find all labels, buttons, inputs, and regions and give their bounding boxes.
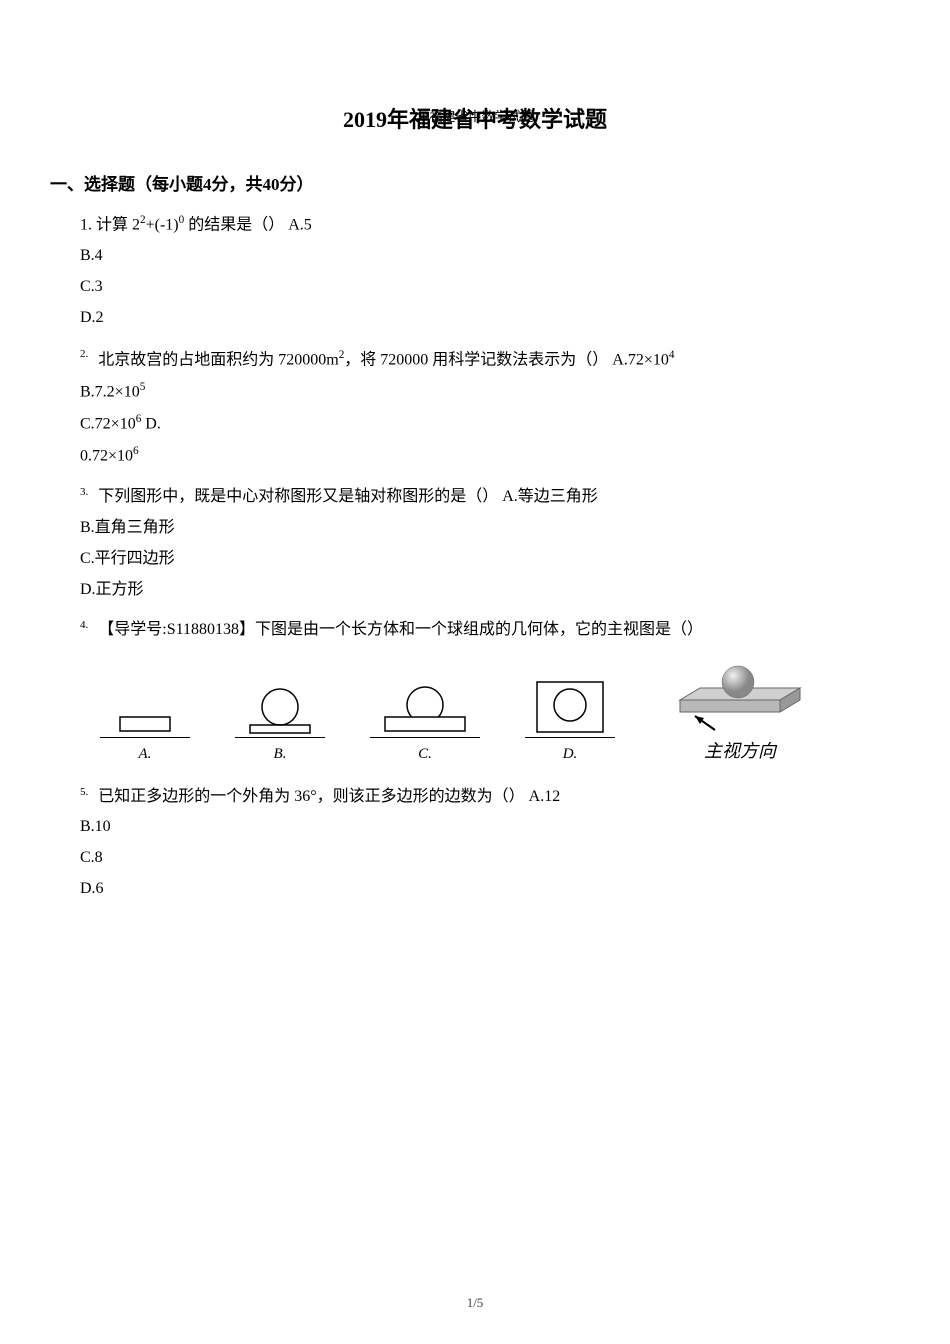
figure-option-c: C.	[370, 677, 480, 768]
page-subtitle-overlay: 年福建省中数学试题	[0, 105, 950, 128]
question-4: 4. 【导学号:S11880138】下图是由一个长方体和一个球组成的几何体，它的…	[80, 616, 900, 767]
q2-opt-c-p0: C.72×10	[80, 415, 136, 432]
question-2: 2. 北京故宫的占地面积约为 720000m2，将 720000 用科学记数法表…	[80, 345, 900, 472]
q3-number: 3.	[80, 486, 88, 498]
q5-option-c: C.8	[80, 844, 900, 873]
figure-a-label: A.	[100, 737, 190, 768]
q1-option-c: C.3	[80, 273, 900, 302]
q4-number: 4.	[80, 619, 88, 631]
q2-opt-d-sup: 6	[133, 445, 139, 457]
q4-stem: 【导学号:S11880138】下图是由一个长方体和一个球组成的几何体，它的主视图…	[98, 621, 703, 638]
figure-c-svg	[370, 677, 480, 737]
q1-stem-p4: 的结果是（） A.5	[184, 217, 312, 234]
figure-c-label: C.	[370, 737, 480, 768]
figure-b-svg	[235, 677, 325, 737]
section-header: 一、选择题（每小题4分，共40分）	[50, 170, 900, 201]
q5-number: 5.	[80, 786, 88, 798]
figure-b-label: B.	[235, 737, 325, 768]
figure-3d-geometry: 主视方向	[660, 660, 820, 767]
q5-stem: 已知正多边形的一个外角为 36°，则该正多边形的边数为（） A.12	[98, 788, 560, 805]
q2-stem-p0: 北京故宫的占地面积约为 720000m	[98, 351, 338, 368]
q2-opt-b-p0: B.7.2×10	[80, 383, 140, 400]
question-3: 3. 下列图形中，既是中心对称图形又是轴对称图形的是（） A.等边三角形 B.直…	[80, 483, 900, 604]
q5-option-b: B.10	[80, 813, 900, 842]
figure-option-a: A.	[100, 687, 190, 768]
figure-option-d: D.	[525, 672, 615, 768]
figure-d-svg	[525, 672, 615, 737]
q2-sup2: 4	[669, 349, 675, 361]
q2-opt-b-sup: 5	[140, 381, 146, 393]
q3-option-c: C.平行四边形	[80, 545, 900, 574]
q3-option-d: D.正方形	[80, 576, 900, 605]
q1-option-b: B.4	[80, 242, 900, 271]
page-number: 1/5	[0, 1291, 950, 1314]
q2-opt-d-p0: 0.72×10	[80, 447, 133, 464]
q2-opt-c-p2: D.	[141, 415, 161, 432]
q1-stem-p0: 计算 2	[96, 217, 140, 234]
figure-3d-svg	[660, 660, 820, 735]
q5-option-d: D.6	[80, 875, 900, 904]
figure-d-label: D.	[525, 737, 615, 768]
figure-a-svg	[100, 687, 190, 737]
q4-figures-row: A. B. C. D.	[100, 660, 900, 767]
q2-stem-p2: ，将 720000 用科学记数法表示为（） A.72×10	[344, 351, 669, 368]
q1-number: 1.	[80, 217, 92, 234]
figure-option-b: B.	[235, 677, 325, 768]
q1-stem-p2: +(-1)	[146, 217, 179, 234]
question-1: 1. 计算 22+(-1)0 的结果是（） A.5 B.4 C.3 D.2	[80, 210, 900, 333]
q3-stem: 下列图形中，既是中心对称图形又是轴对称图形的是（） A.等边三角形	[98, 488, 598, 505]
question-5: 5. 已知正多边形的一个外角为 36°，则该正多边形的边数为（） A.12 B.…	[80, 783, 900, 904]
q1-option-d: D.2	[80, 304, 900, 333]
q3-option-b: B.直角三角形	[80, 514, 900, 543]
view-direction-label: 主视方向	[704, 735, 776, 767]
q2-number: 2.	[80, 348, 88, 360]
